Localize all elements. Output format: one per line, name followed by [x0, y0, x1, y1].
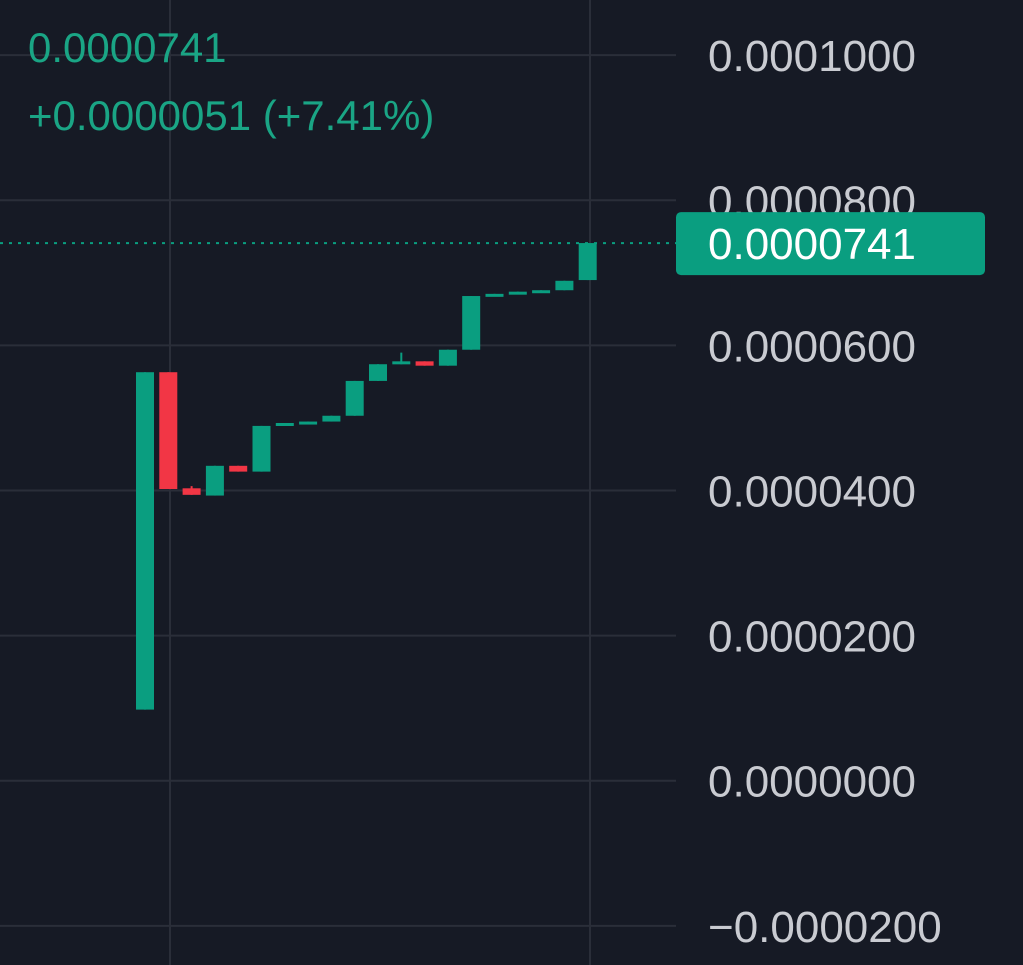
candle-body — [322, 415, 341, 422]
current-price: 0.0000741 — [28, 24, 227, 71]
candle-body — [508, 291, 527, 295]
candle-body — [136, 372, 154, 710]
y-tick-label: 0.0000400 — [708, 467, 916, 516]
candle-body — [159, 372, 178, 490]
candle-body — [369, 364, 387, 381]
last-price-label: 0.0000741 — [708, 220, 916, 269]
price-axis: 0.00010000.00008000.00006000.00004000.00… — [676, 32, 985, 952]
candle-body — [229, 465, 248, 472]
y-tick-label: 0.0000200 — [708, 613, 916, 662]
candle-body — [532, 290, 551, 294]
candle-body — [205, 465, 224, 496]
candle-body — [462, 296, 481, 350]
y-tick-label: 0.0000000 — [708, 758, 916, 807]
candle-body — [182, 488, 201, 495]
y-tick-label: −0.0000200 — [708, 903, 942, 952]
price-change: +0.0000051 (+7.41%) — [28, 92, 434, 139]
candle-body — [275, 423, 294, 427]
candle-body — [415, 361, 434, 366]
candle-body — [438, 349, 457, 366]
candle-body — [252, 425, 271, 472]
y-tick-label: 0.0000600 — [708, 322, 916, 371]
candle-body — [555, 280, 574, 291]
last-price-box — [676, 212, 985, 276]
grid — [0, 0, 676, 965]
candle-body — [485, 293, 504, 297]
candle-body — [578, 243, 597, 281]
candle-body — [345, 380, 364, 416]
candle-body — [392, 361, 411, 365]
candle-body — [299, 421, 318, 425]
candles — [0, 242, 676, 710]
y-tick-label: 0.0001000 — [708, 32, 916, 81]
